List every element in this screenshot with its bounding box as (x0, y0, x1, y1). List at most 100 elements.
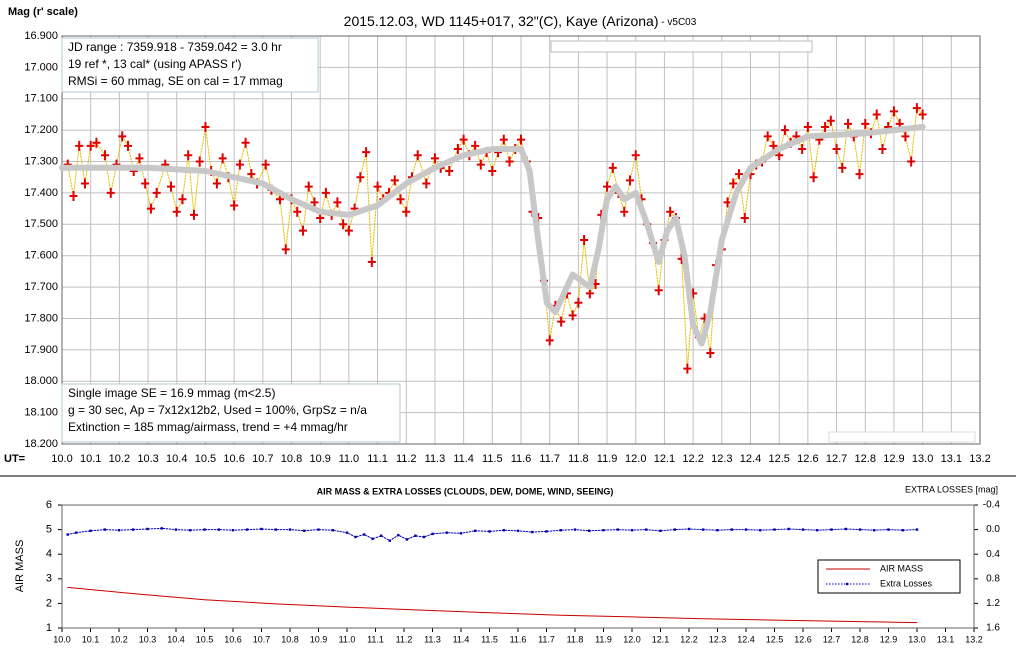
data-point (915, 528, 919, 531)
data-point (488, 165, 497, 176)
data-point (218, 153, 227, 164)
data-point (459, 532, 463, 535)
data-point (516, 529, 520, 533)
data-point (344, 225, 353, 236)
data-point (588, 529, 591, 533)
data-point (773, 528, 776, 531)
x-tick-label: 12.4 (740, 453, 761, 465)
data-point (356, 172, 365, 183)
plot-frame (61, 504, 975, 629)
data-point (471, 140, 480, 151)
x-tick-label: 11.2 (396, 634, 413, 644)
data-point (75, 140, 84, 151)
data-point (445, 531, 448, 534)
data-point (380, 534, 383, 537)
data-point (740, 213, 749, 224)
data-point (117, 529, 121, 532)
data-point (92, 137, 101, 148)
data-point (178, 194, 187, 205)
data-point (476, 159, 485, 170)
x-tick-label: 10.6 (224, 634, 242, 644)
y-tick-label: 17.000 (24, 61, 58, 73)
annotation: Extinction = 185 mmag/airmass, trend = +… (68, 420, 348, 434)
series-line (59, 124, 926, 347)
data-point (645, 528, 648, 531)
x-tick-label: 11.3 (425, 453, 446, 465)
data-point (858, 528, 862, 531)
data-point (517, 134, 525, 145)
data-point (844, 527, 847, 531)
x-tick-label: 12.3 (711, 453, 732, 465)
x-tick-label: 13.0 (908, 634, 926, 644)
x-tick-label: 11.8 (568, 453, 589, 465)
x-tick-label: 10.3 (139, 634, 157, 644)
data-point (568, 310, 577, 321)
data-point (488, 530, 491, 533)
data-point (160, 527, 163, 530)
data-point (405, 538, 409, 541)
x-tick-label: 11.8 (567, 634, 584, 644)
x-tick-label: 12.9 (880, 634, 898, 644)
data-point (918, 109, 927, 120)
data-point (826, 115, 835, 126)
x-tick-label: 11.4 (453, 634, 470, 644)
x-tick-label: 12.7 (826, 453, 847, 465)
data-point (616, 528, 619, 531)
x-tick-label: 12.8 (851, 634, 869, 644)
data-point (80, 178, 89, 189)
data-point (367, 256, 376, 267)
data-point (89, 529, 92, 533)
data-point (230, 200, 239, 211)
x-tick-label: 12.4 (737, 634, 755, 644)
data-point (288, 528, 292, 531)
data-point (861, 118, 870, 129)
legend-box (550, 40, 813, 53)
data-point (247, 169, 256, 180)
data-point (873, 529, 876, 532)
data-point (631, 150, 640, 161)
y-tick-label: 2 (46, 597, 52, 609)
data-point (557, 316, 566, 327)
y-tick-label: 18.000 (24, 375, 58, 387)
data-point (390, 175, 399, 186)
data-point (735, 169, 744, 180)
x-tick-label: 11.4 (453, 453, 474, 465)
x-tick-label: 12.1 (652, 634, 670, 644)
data-point (66, 533, 69, 536)
x-tick-label: 10.8 (281, 634, 299, 644)
data-point (603, 181, 612, 192)
y-tick-label: 16.900 (24, 30, 58, 42)
x-tick-label: 10.8 (281, 453, 302, 465)
data-point (431, 532, 434, 536)
data-point (261, 159, 270, 170)
series-line (67, 586, 918, 624)
data-point (345, 531, 349, 534)
data-point (167, 181, 176, 192)
data-point (422, 178, 431, 189)
data-point (189, 209, 198, 220)
x-tick-label: 12.0 (623, 634, 641, 644)
x-tick-label: 12.6 (797, 453, 818, 465)
x-tick-label: 11.0 (339, 453, 360, 465)
data-point (453, 143, 462, 154)
data-point (281, 244, 290, 255)
data-point (803, 122, 812, 133)
data-point (371, 537, 374, 541)
title-main: 2015.12.03, WD 1145+017, 32"(C), Kaye (A… (344, 13, 659, 29)
legend-box (817, 559, 961, 594)
x-tick-label: 11.5 (481, 634, 498, 644)
y2-tick-label: 0.4 (986, 549, 1000, 560)
y-tick-label: 17.400 (24, 187, 58, 199)
data-point (362, 533, 366, 536)
y-tick-label: 18.100 (24, 407, 58, 419)
data-point (769, 140, 778, 151)
data-point (687, 527, 691, 531)
data-point (430, 153, 439, 164)
data-point (298, 225, 307, 236)
y-tick-label: 17.100 (24, 93, 58, 105)
data-point (559, 529, 562, 532)
x-tick-label: 13.1 (941, 453, 962, 465)
data-point (339, 219, 348, 230)
x-axis-label: UT= (4, 453, 25, 465)
